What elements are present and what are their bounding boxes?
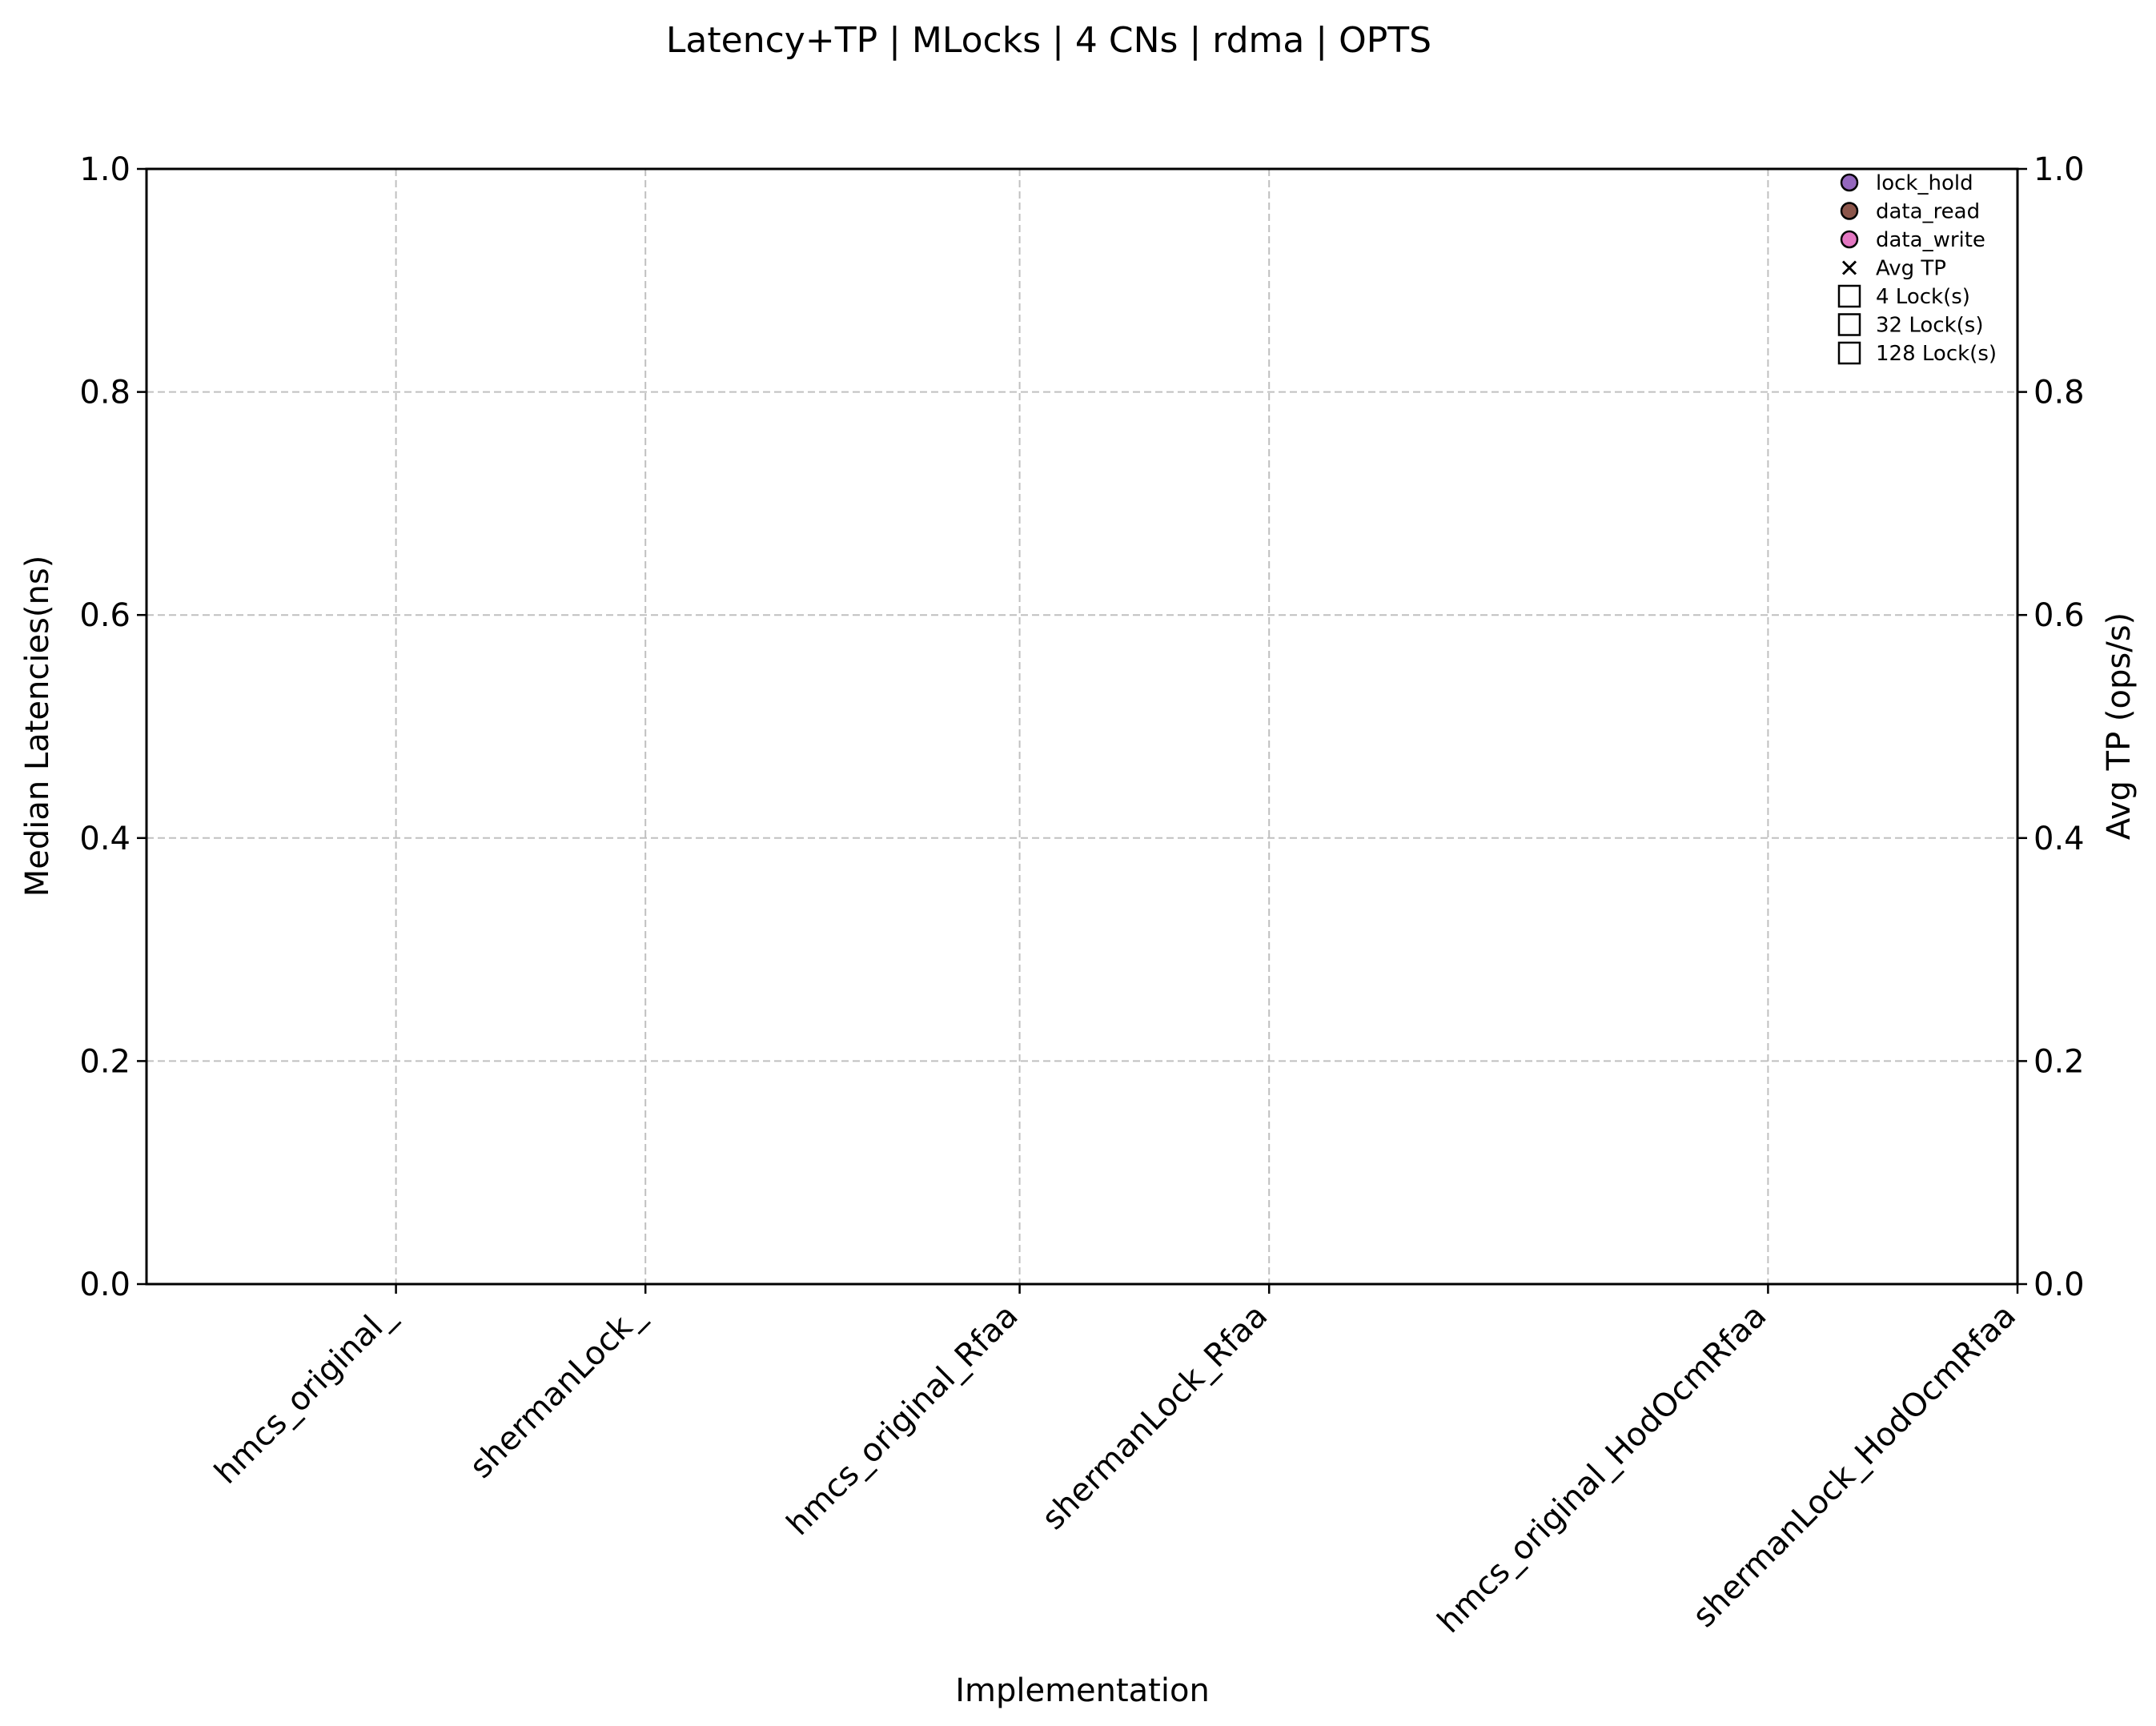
legend-marker-data-read	[1840, 202, 1859, 220]
y2-tick-label: 1.0	[2034, 151, 2085, 188]
legend-label: data_read	[1876, 200, 1980, 224]
legend-marker-data-write	[1840, 230, 1859, 249]
y-tick-label: 0.4	[79, 821, 130, 857]
legend: lock_hold data_read data_write Avg TP 4 Lock…	[1837, 171, 1997, 366]
legend-marker-lock-count	[1837, 284, 1861, 308]
y-axis-label: Median Latencies(ns)	[19, 556, 56, 897]
legend-label: data_write	[1876, 228, 1985, 252]
y-tick-label: 0.8	[79, 375, 130, 411]
y2-tick-label: 0.0	[2034, 1266, 2085, 1303]
legend-label: 32 Lock(s)	[1876, 314, 1983, 338]
legend-label: 128 Lock(s)	[1876, 342, 1997, 366]
y2-tick-label: 0.8	[2034, 375, 2085, 411]
grid-lines	[147, 169, 2017, 1284]
y-tick-label: 0.0	[79, 1266, 130, 1303]
y-tick-label: 0.2	[79, 1043, 130, 1080]
legend-marker-lock-count	[1837, 341, 1861, 365]
legend-marker-lock-count	[1837, 313, 1861, 336]
legend-label: lock_hold	[1876, 171, 1973, 195]
y2-tick-label: 0.4	[2034, 821, 2085, 857]
left-axis: 0.0 0.2 0.4 0.6 0.8 1.0	[79, 151, 147, 1303]
legend-label: Avg TP	[1876, 257, 1946, 281]
legend-marker-lock-hold	[1840, 173, 1859, 192]
y2-tick-label: 0.6	[2034, 597, 2085, 634]
y-tick-label: 0.6	[79, 597, 130, 634]
x-axis-label: Implementation	[955, 1672, 1210, 1709]
plot-frame	[145, 167, 2019, 1286]
legend-marker-avg-tp	[1841, 260, 1857, 275]
chart-title: Latency+TP | MLocks | 4 CNs | rdma | OPT…	[666, 20, 1431, 61]
y2-tick-label: 0.2	[2034, 1043, 2085, 1080]
right-axis: 0.0 0.2 0.4 0.6 0.8 1.0	[2017, 151, 2085, 1303]
y2-axis-label: Avg TP (ops/s)	[2101, 612, 2138, 840]
legend-label: 4 Lock(s)	[1876, 285, 1970, 309]
y-tick-label: 1.0	[79, 151, 130, 188]
